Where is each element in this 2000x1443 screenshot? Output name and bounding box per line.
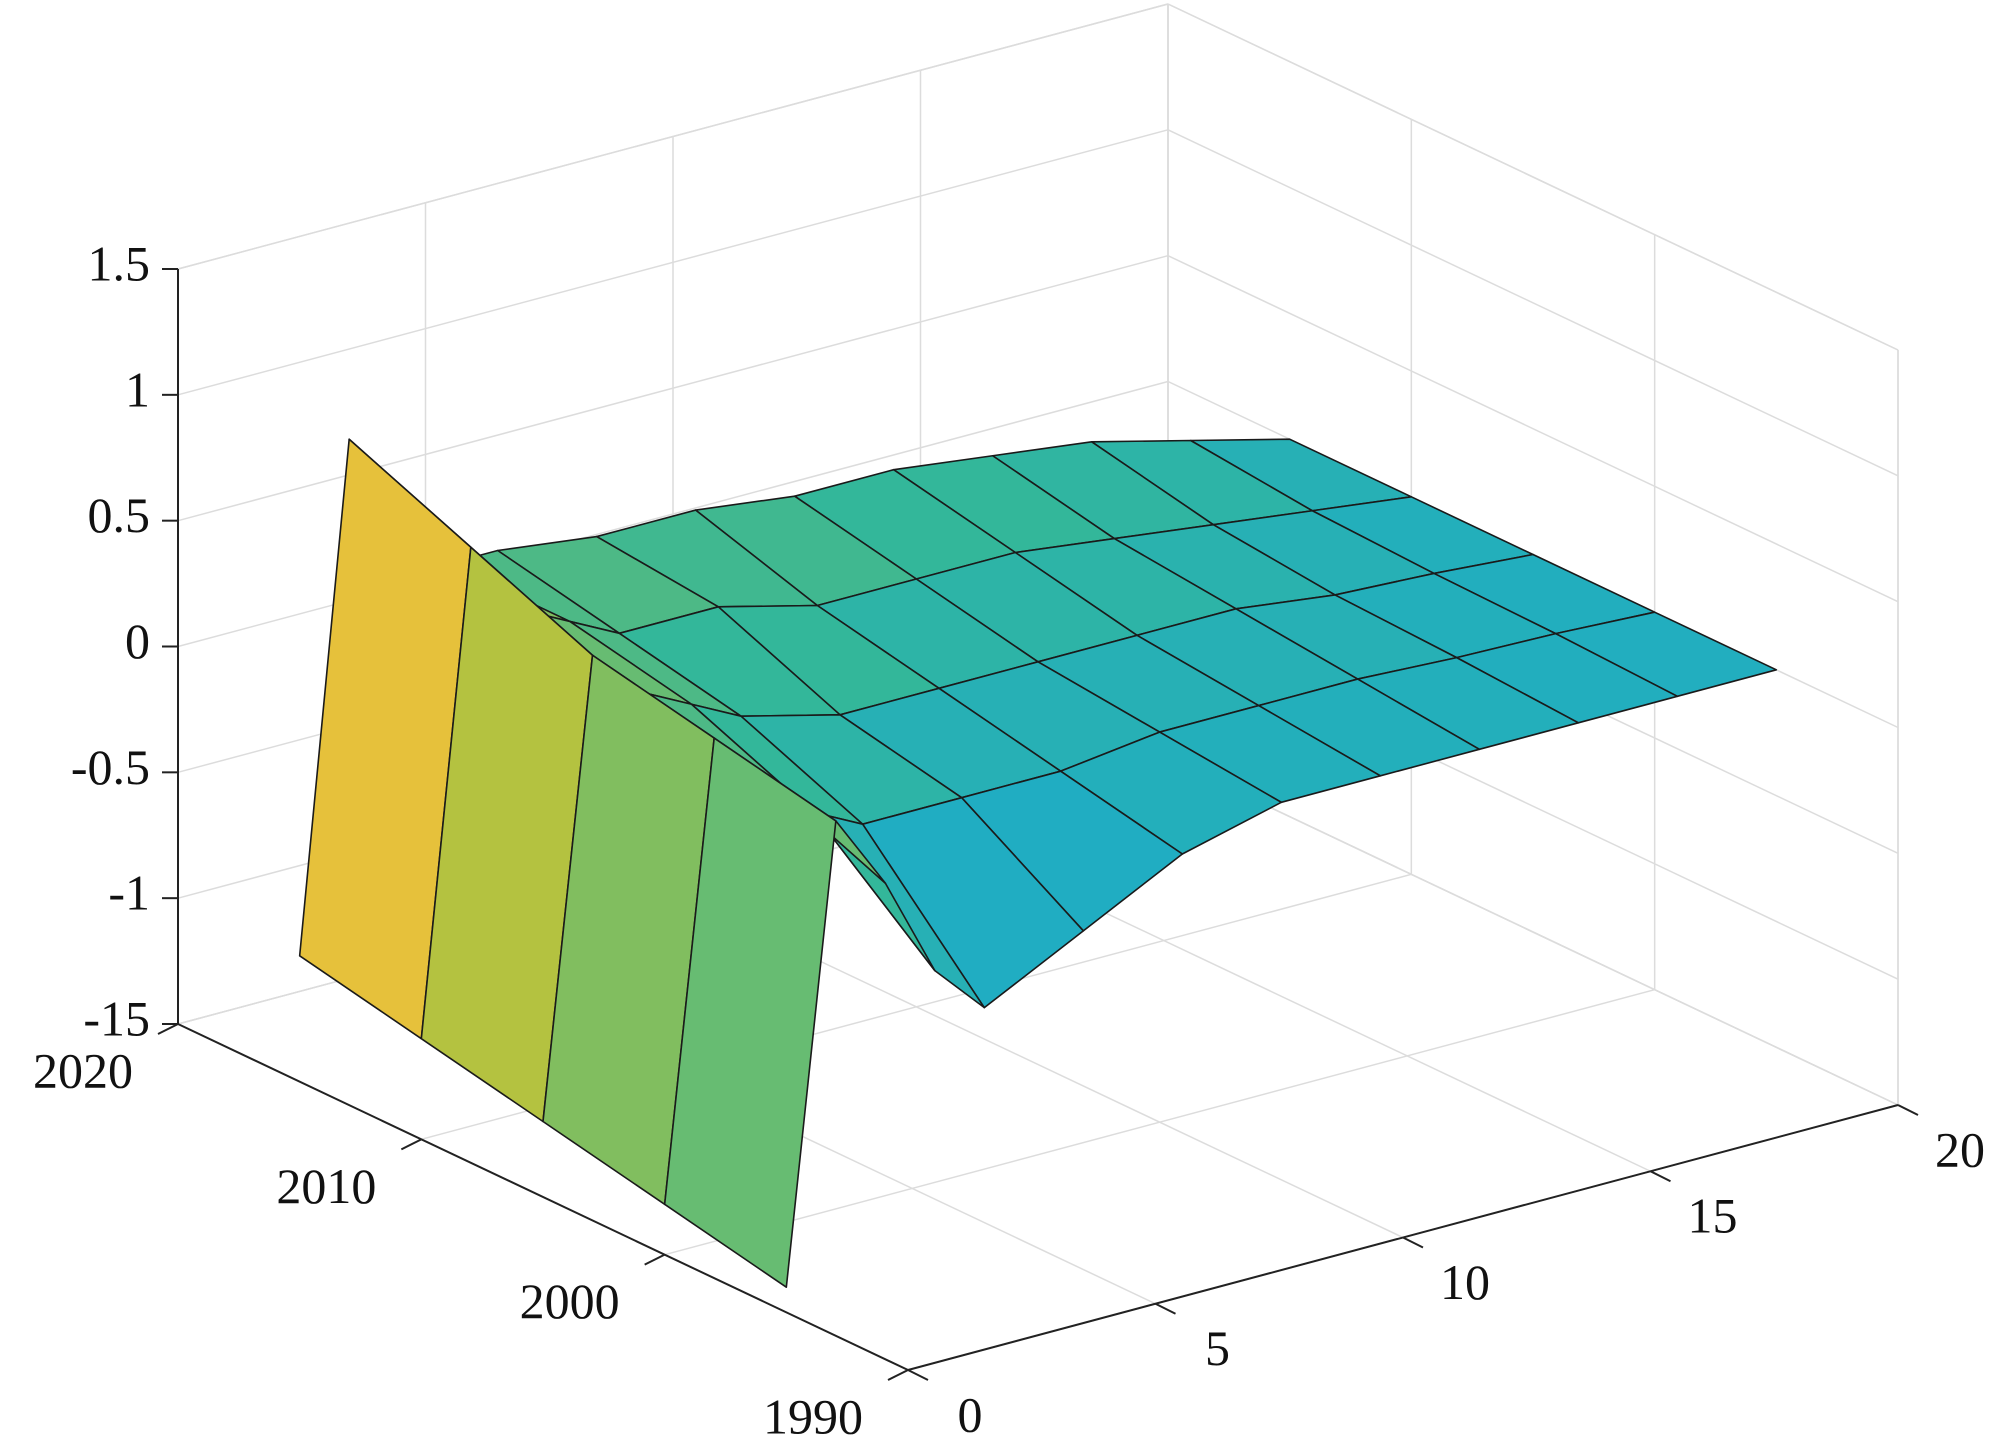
grid-line — [1167, 3, 1899, 351]
y-tick-label: 2020 — [33, 1042, 133, 1098]
surface — [298, 438, 1778, 1288]
z-tick-label: -1 — [108, 865, 150, 921]
y-axis — [177, 1023, 909, 1371]
grid-line — [177, 254, 1169, 522]
tick-mark — [644, 1253, 666, 1266]
z-tick-label: 0 — [125, 613, 150, 669]
tick-mark — [1897, 1104, 1919, 1116]
tick-mark — [887, 1369, 909, 1381]
z-tick-label: -15 — [83, 990, 150, 1046]
grid-line — [177, 3, 1169, 270]
tick-mark — [157, 1023, 179, 1035]
x-tick-label: 0 — [958, 1386, 983, 1442]
grid-line — [664, 988, 1655, 1256]
z-tick-label: 1.5 — [88, 235, 151, 291]
tick-mark — [400, 1138, 422, 1151]
surface-face — [663, 737, 837, 1288]
tick-mark — [1155, 1302, 1176, 1315]
x-tick-label: 15 — [1688, 1188, 1738, 1244]
z-tick-label: -0.5 — [71, 739, 150, 795]
y-tick-label: 2000 — [520, 1273, 620, 1329]
grid-line — [1167, 254, 1899, 603]
tick-mark — [1402, 1236, 1424, 1249]
x-tick-label: 10 — [1440, 1254, 1490, 1310]
x-tick-label: 20 — [1935, 1121, 1985, 1177]
axes-front: -15 -1 -0.5 0 0.5 1 1.5 1990 2000 2010 2020 0 5 10 15 2… — [33, 235, 1985, 1443]
y-tick-label: 2010 — [276, 1158, 376, 1214]
z-tick-label: 1 — [125, 361, 150, 417]
x-tick-label: 5 — [1205, 1320, 1230, 1376]
y-tick-label: 1990 — [763, 1388, 863, 1443]
grid-line — [1167, 758, 1899, 1106]
grid-line — [1167, 129, 1899, 477]
z-tick-label: 0.5 — [88, 487, 151, 543]
tick-mark — [907, 1369, 929, 1381]
tick-mark — [1650, 1170, 1671, 1183]
grid-line — [177, 129, 1169, 396]
